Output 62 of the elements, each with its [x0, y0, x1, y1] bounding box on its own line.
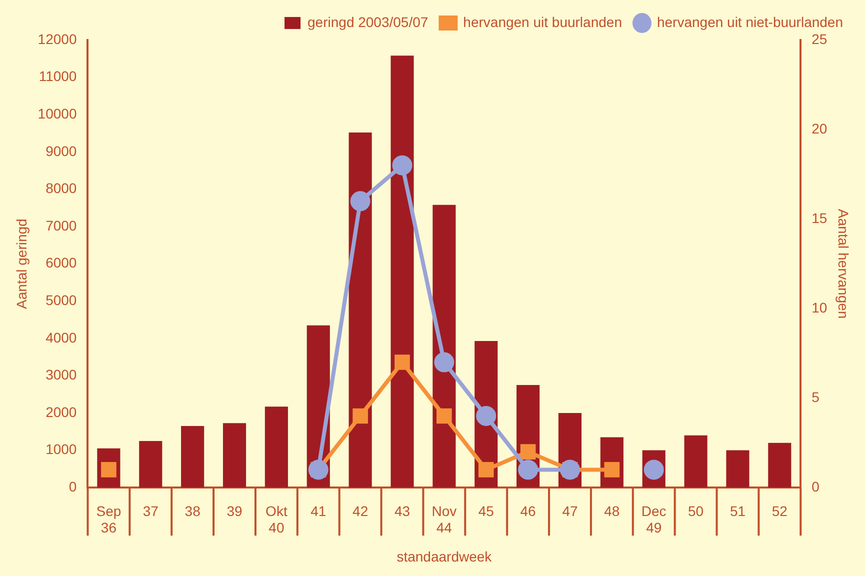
x-tick-label: 39	[226, 502, 242, 519]
bar	[222, 423, 246, 488]
point	[392, 155, 412, 176]
y-tick-label: 2000	[46, 404, 77, 420]
point	[394, 354, 410, 370]
x-tick-label: 51	[730, 502, 746, 519]
bar	[264, 406, 288, 488]
point	[560, 460, 580, 480]
y2-tick-label: 5	[812, 388, 820, 405]
bar	[390, 56, 414, 488]
bar	[726, 450, 750, 488]
y2-tick-label: 0	[812, 478, 820, 494]
y2-tick-label: 15	[812, 210, 828, 226]
point	[520, 444, 536, 460]
x-tick-label: 37	[142, 502, 159, 519]
x-tick-label: Okt 40	[266, 502, 288, 536]
point	[352, 408, 368, 424]
x-tick-label: 46	[520, 502, 536, 519]
x-tick-label: 42	[352, 502, 368, 519]
y-tick-label: 3000	[46, 366, 77, 383]
bar	[768, 442, 792, 488]
legend-label: hervangen uit buurlanden	[463, 14, 622, 30]
point	[436, 408, 452, 424]
point	[308, 460, 328, 480]
x-tick-label: 41	[310, 502, 326, 519]
x-tick-label: Sep 36	[96, 502, 122, 536]
bar	[181, 426, 204, 488]
x-tick-label: 38	[184, 502, 201, 519]
x-tick-label: Dec 49	[641, 502, 666, 536]
point	[434, 352, 454, 372]
y2-tick-label: 10	[812, 299, 828, 316]
y2-tick-label: 20	[812, 120, 828, 136]
x-tick-label: 47	[562, 502, 578, 519]
y-tick-label: 8000	[46, 180, 77, 196]
y-tick-label: 11000	[38, 68, 77, 84]
bar	[684, 435, 708, 488]
y-tick-label: 0	[68, 478, 77, 494]
point	[350, 191, 370, 212]
x-tick-label: 52	[772, 502, 788, 519]
point	[518, 460, 538, 480]
legend-label: geringd 2003/05/07	[308, 14, 428, 30]
x-tick-label: 45	[478, 502, 494, 519]
x-tick-label: 48	[604, 502, 620, 519]
y-tick-label: 7000	[46, 217, 77, 234]
y-tick-label: 6000	[46, 254, 77, 271]
x-tick-label: 50	[688, 502, 704, 519]
y-tick-label: 12000	[38, 30, 77, 47]
y2-tick-label: 25	[812, 30, 828, 47]
y-tick-label: 10000	[38, 105, 77, 122]
point	[478, 462, 494, 478]
y-axis-title: Aantal geringd	[13, 218, 30, 309]
x-tick-label: Nov 44	[432, 502, 457, 536]
x-tick-label: 43	[394, 502, 410, 519]
y2-axis-title: Aantal hervangen	[836, 208, 852, 319]
y-tick-label: 5000	[46, 292, 77, 308]
y-tick-label: 4000	[46, 329, 77, 346]
y-tick-label: 9000	[46, 142, 77, 159]
x-axis-title: standaardweek	[396, 548, 493, 564]
legend-label: hervangen uit niet-buurlanden	[656, 14, 844, 30]
bar	[139, 440, 162, 488]
y-tick-label: 1000	[46, 441, 77, 458]
point	[476, 406, 496, 426]
